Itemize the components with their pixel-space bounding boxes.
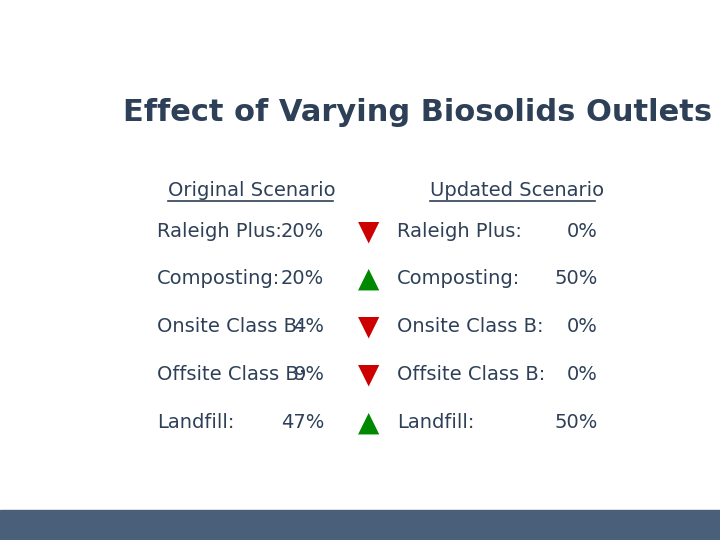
Text: Landfill:: Landfill: bbox=[157, 413, 234, 432]
Text: Offsite Class B:: Offsite Class B: bbox=[157, 365, 305, 384]
Text: Raleigh Plus:: Raleigh Plus: bbox=[157, 221, 282, 241]
Text: Onsite Class B:: Onsite Class B: bbox=[157, 318, 303, 336]
Text: 50%: 50% bbox=[554, 269, 598, 288]
Text: 20%: 20% bbox=[281, 269, 324, 288]
Text: ▼: ▼ bbox=[359, 217, 379, 245]
Text: Onsite Class B:: Onsite Class B: bbox=[397, 318, 544, 336]
Text: Composting:: Composting: bbox=[157, 269, 280, 288]
Text: 4%: 4% bbox=[293, 318, 324, 336]
Text: 47%: 47% bbox=[281, 413, 324, 432]
Text: 9%: 9% bbox=[293, 365, 324, 384]
Text: Offsite Class B:: Offsite Class B: bbox=[397, 365, 545, 384]
Text: 0%: 0% bbox=[567, 365, 598, 384]
Text: Composting:: Composting: bbox=[397, 269, 520, 288]
Text: 0%: 0% bbox=[567, 221, 598, 241]
Text: Updated Scenario: Updated Scenario bbox=[431, 181, 605, 200]
Text: Raleigh Plus:: Raleigh Plus: bbox=[397, 221, 522, 241]
Text: ▲: ▲ bbox=[359, 265, 379, 293]
Text: 20%: 20% bbox=[281, 221, 324, 241]
Text: ▲: ▲ bbox=[359, 408, 379, 436]
Text: Landfill:: Landfill: bbox=[397, 413, 474, 432]
Text: ▼: ▼ bbox=[359, 361, 379, 389]
Text: Original Scenario: Original Scenario bbox=[168, 181, 336, 200]
Text: Effect of Varying Biosolids Outlets – Current: Effect of Varying Biosolids Outlets – Cu… bbox=[124, 98, 720, 127]
Text: 0%: 0% bbox=[567, 318, 598, 336]
Text: ▼: ▼ bbox=[359, 313, 379, 341]
Text: 50%: 50% bbox=[554, 413, 598, 432]
